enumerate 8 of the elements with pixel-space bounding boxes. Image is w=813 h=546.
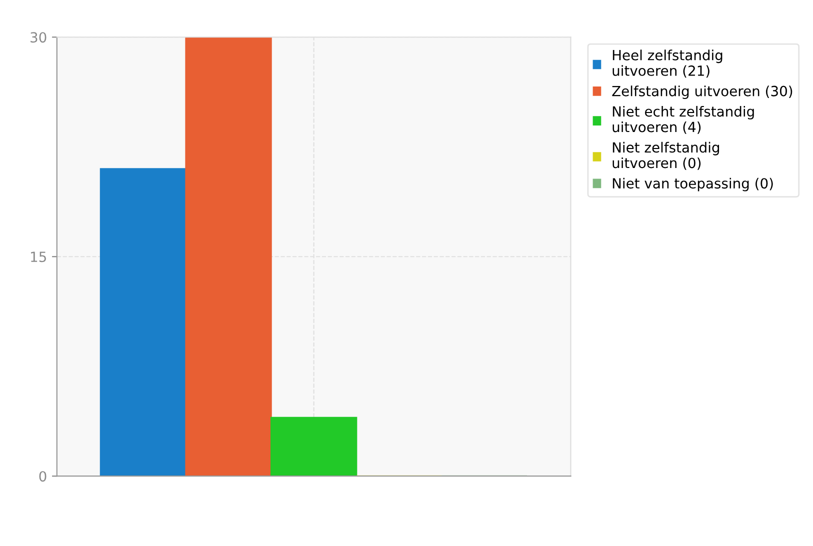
legend-label: Zelfstandig uitvoeren (30) [612,86,792,100]
y-tick-label: 30 [30,32,46,43]
y-tick-label: 0 [39,471,46,482]
legend-label: Niet van toepassing (0) [612,178,773,192]
legend-label: Heel zelfstandig uitvoeren (21) [612,50,722,78]
legend-label: Niet zelfstandig uitvoeren (0) [612,142,720,170]
y-tick-label: 15 [31,252,46,262]
legend-label: Niet echt zelfstandig uitvoeren (4) [612,106,754,134]
